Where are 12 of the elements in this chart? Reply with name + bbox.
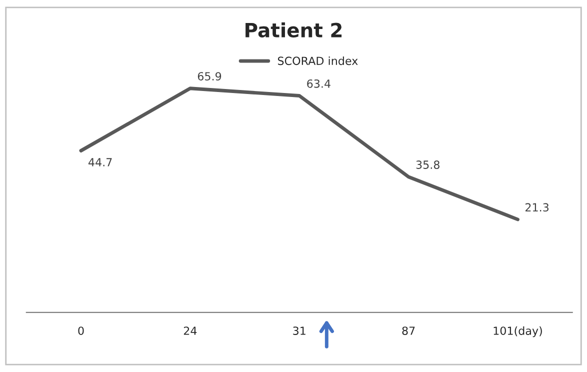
data-label: 65.9 <box>198 72 222 81</box>
data-label: 44.7 <box>88 158 112 166</box>
chart-title: Patient 2 <box>246 22 342 38</box>
x-tick-label: 24 <box>184 326 197 335</box>
x-tick-label: 0 <box>78 326 84 335</box>
data-label: 35.8 <box>416 160 440 169</box>
x-tick-label: 31 <box>293 326 306 335</box>
data-label: 63.4 <box>307 79 330 88</box>
x-tick-label: 101(day) <box>494 326 542 338</box>
data-label: 21.3 <box>525 203 549 212</box>
legend-label: SCORAD index <box>278 56 358 66</box>
x-tick-label: 87 <box>402 326 415 335</box>
